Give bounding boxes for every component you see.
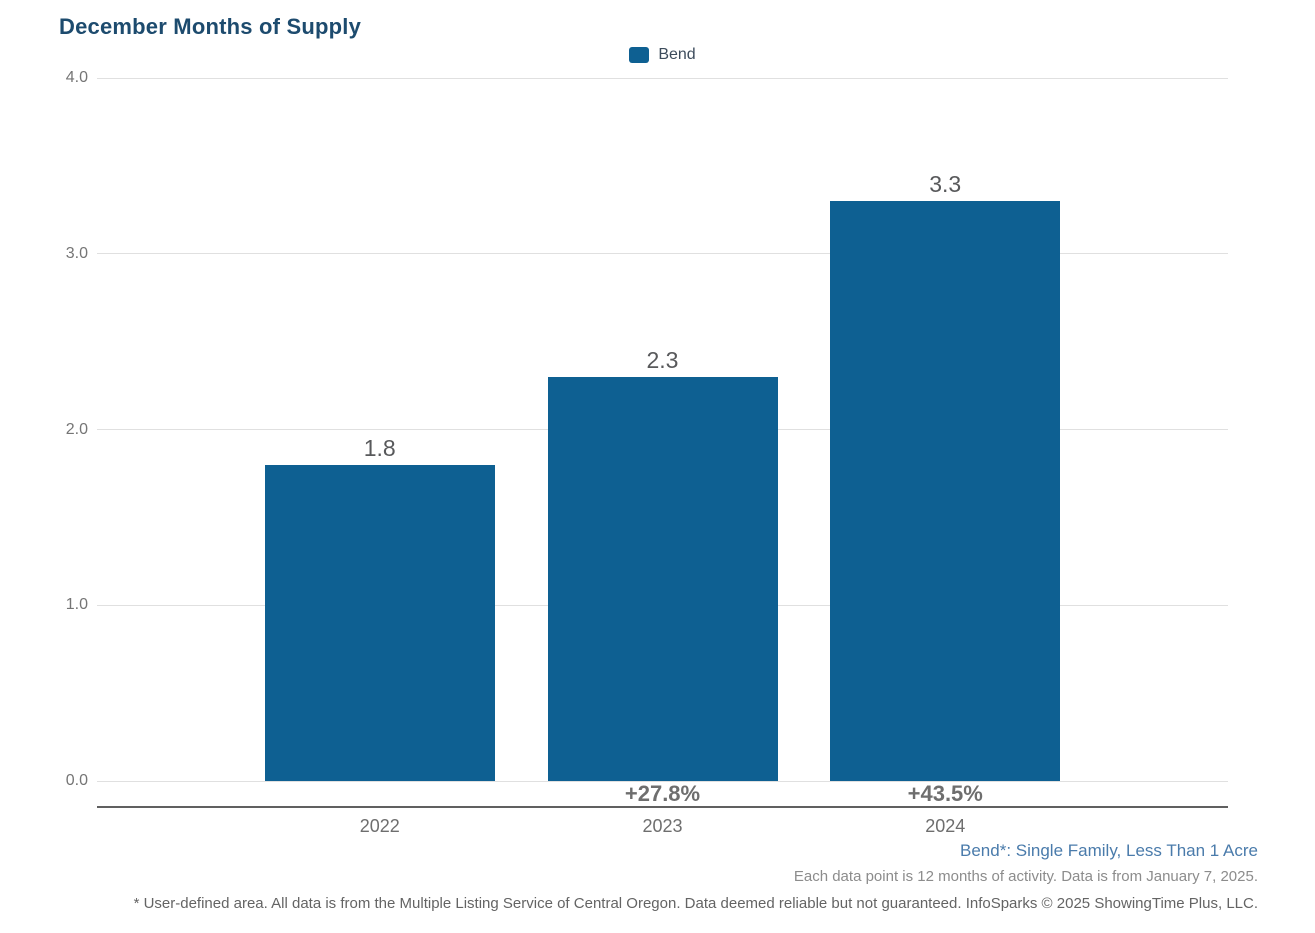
y-axis-labels: 0.0 1.0 2.0 3.0 4.0 <box>30 69 88 789</box>
series-definition-note: Bend*: Single Family, Less Than 1 Acre <box>960 841 1258 860</box>
legend-swatch-icon <box>629 47 650 63</box>
disclaimer-note: * User-defined area. All data is from th… <box>133 895 1258 912</box>
legend-label: Bend <box>658 46 696 63</box>
data-period-note: Each data point is 12 months of activity… <box>793 868 1258 885</box>
x-axis-labels: 2022 2023 2024 <box>97 816 1228 836</box>
gridline <box>97 780 1228 782</box>
pct-change-row: +27.8% +43.5% <box>97 782 1228 806</box>
bar-2023[interactable] <box>547 376 778 781</box>
y-tick-label: 4.0 <box>65 69 88 86</box>
y-tick-label: 1.0 <box>65 596 88 614</box>
chart-title: December Months of Supply <box>59 14 362 39</box>
plot-area: 1.8 2.3 3.3 <box>97 77 1228 782</box>
bar-2022[interactable] <box>264 464 495 781</box>
x-tick-label: 2023 <box>642 816 683 836</box>
bar-value-label: 3.3 <box>929 171 962 198</box>
y-tick-label: 0.0 <box>65 772 88 789</box>
x-axis-line <box>97 806 1228 808</box>
y-tick-label: 3.0 <box>65 244 88 262</box>
footnotes: Bend*: Single Family, Less Than 1 Acre E… <box>134 840 1258 913</box>
x-tick-label: 2022 <box>359 816 400 836</box>
bar-value-label: 2.3 <box>646 346 679 373</box>
x-tick-label: 2024 <box>925 816 966 836</box>
bar-value-label: 1.8 <box>363 434 396 461</box>
y-tick-label: 2.0 <box>65 420 88 438</box>
gridline <box>97 253 1228 255</box>
pct-change-label: +43.5% <box>907 781 983 806</box>
legend-item-bend[interactable]: Bend <box>97 46 1228 64</box>
bar-2024[interactable] <box>830 201 1061 781</box>
gridline <box>97 77 1228 79</box>
pct-change-label: +27.8% <box>624 781 701 806</box>
